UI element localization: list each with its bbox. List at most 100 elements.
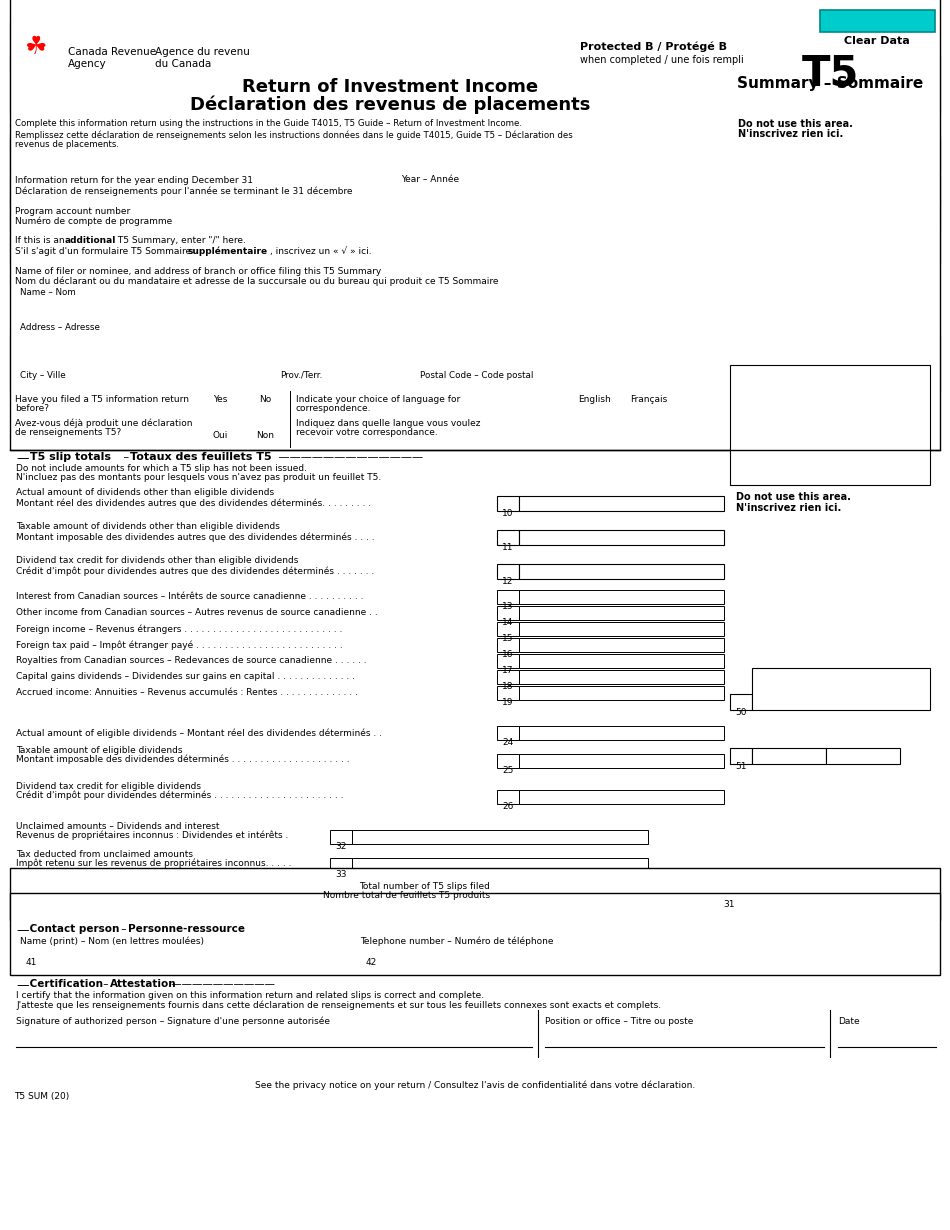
Text: Do not use this area.: Do not use this area. — [738, 119, 853, 129]
Text: Taxable amount of eligible dividends: Taxable amount of eligible dividends — [16, 747, 182, 755]
Text: Position or office – Titre ou poste: Position or office – Titre ou poste — [545, 1017, 694, 1026]
Bar — [497, 686, 519, 700]
Text: Telephone number – Numéro de téléphone: Telephone number – Numéro de téléphone — [360, 937, 554, 947]
Bar — [10, 0, 940, 450]
Bar — [10, 175, 732, 203]
Bar — [740, 888, 930, 902]
Text: Summary – Sommaire: Summary – Sommaire — [737, 76, 923, 91]
Bar — [42, 946, 330, 959]
Bar — [10, 22, 60, 73]
Bar — [497, 565, 519, 579]
Bar — [752, 748, 826, 764]
Text: Total number of T5 slips filed: Total number of T5 slips filed — [359, 882, 490, 891]
Text: Have you filed a T5 information return: Have you filed a T5 information return — [15, 395, 189, 403]
Bar — [519, 654, 724, 668]
Text: No: No — [258, 395, 271, 403]
Bar — [519, 530, 724, 545]
Bar — [330, 830, 352, 844]
Bar — [519, 622, 724, 636]
Bar — [752, 668, 930, 710]
Bar — [382, 946, 670, 959]
Bar — [345, 213, 359, 225]
Text: Return of Investment Income: Return of Investment Income — [242, 77, 538, 96]
Text: T5 slip totals: T5 slip totals — [26, 451, 111, 462]
Text: Name (print) – Nom (en lettres moulées): Name (print) – Nom (en lettres moulées) — [20, 937, 204, 947]
Text: Impôt retenu sur les revenus de propriétaires inconnus. . . . .: Impôt retenu sur les revenus de propriét… — [16, 859, 292, 868]
Text: de renseignements T5?: de renseignements T5? — [15, 428, 122, 437]
Text: S'il s'agit d'un formulaire T5 Sommaire: S'il s'agit d'un formulaire T5 Sommaire — [15, 247, 194, 256]
Text: 41: 41 — [26, 958, 37, 967]
Text: Contact person: Contact person — [26, 924, 120, 934]
Bar — [732, 139, 940, 171]
Text: Taxable amount of dividends other than eligible dividends: Taxable amount of dividends other than e… — [16, 522, 280, 531]
Text: Remplissez cette déclaration de renseignements selon les instructions données da: Remplissez cette déclaration de renseign… — [15, 130, 573, 139]
Text: , inscrivez un « √ » ici.: , inscrivez un « √ » ici. — [270, 247, 371, 256]
Text: Information return for the year ending December 31: Information return for the year ending D… — [15, 176, 253, 184]
Bar — [315, 213, 329, 225]
Bar — [240, 213, 254, 225]
Bar — [462, 177, 479, 191]
Text: Actual amount of dividends other than eligible dividends: Actual amount of dividends other than el… — [16, 488, 275, 497]
Bar — [732, 55, 940, 113]
Bar — [352, 859, 648, 872]
Bar — [10, 335, 732, 391]
Bar — [519, 496, 724, 510]
Bar — [519, 565, 724, 579]
Bar — [270, 213, 284, 225]
Bar — [10, 139, 732, 171]
Text: Dividend tax credit for dividends other than eligible dividends: Dividend tax credit for dividends other … — [16, 556, 298, 565]
Text: Indiquez dans quelle langue vous voulez: Indiquez dans quelle langue vous voulez — [296, 419, 481, 428]
Bar — [20, 320, 710, 335]
Text: T5 Summary, enter "/" here.: T5 Summary, enter "/" here. — [115, 236, 246, 245]
Text: –: – — [100, 979, 112, 989]
Bar — [497, 790, 519, 804]
Bar — [10, 199, 732, 231]
Bar — [444, 177, 461, 191]
Text: before?: before? — [15, 403, 49, 413]
Text: —: — — [16, 924, 28, 937]
Bar — [20, 368, 260, 383]
Bar — [826, 748, 900, 764]
Bar — [255, 213, 269, 225]
Bar — [730, 694, 752, 710]
Text: Actual amount of eligible dividends – Montant réel des dividendes déterminés . .: Actual amount of eligible dividends – Mo… — [16, 728, 382, 738]
Bar — [519, 638, 724, 652]
Text: Français: Français — [630, 395, 667, 403]
Bar — [820, 10, 935, 32]
Bar — [497, 654, 519, 668]
Bar — [497, 590, 519, 604]
Bar — [519, 790, 724, 804]
Text: Tax deducted from unclaimed amounts: Tax deducted from unclaimed amounts — [16, 850, 193, 859]
Text: Totaux des feuillets T5: Totaux des feuillets T5 — [130, 451, 272, 462]
Text: Non: Non — [256, 430, 274, 440]
Text: Interest from Canadian sources – Intérêts de source canadienne . . . . . . . . .: Interest from Canadian sources – Intérêt… — [16, 592, 364, 601]
Bar — [730, 748, 752, 764]
Text: Address – Adresse: Address – Adresse — [20, 323, 100, 332]
Bar — [415, 368, 710, 383]
Text: Name – Nom: Name – Nom — [20, 288, 76, 296]
Bar — [10, 868, 940, 920]
Text: correspondence.: correspondence. — [296, 403, 371, 413]
Text: Crédit d'impôt pour dividendes autres que des dividendes déterminés . . . . . . : Crédit d'impôt pour dividendes autres qu… — [16, 566, 374, 576]
Bar — [408, 177, 425, 191]
Text: Montant réel des dividendes autres que des dividendes déterminés. . . . . . . . : Montant réel des dividendes autres que d… — [16, 498, 371, 508]
Text: English: English — [578, 395, 611, 403]
Bar — [732, 335, 940, 391]
Text: Personne-ressource: Personne-ressource — [128, 924, 245, 934]
Text: Avez-vous déjà produit une déclaration: Avez-vous déjà produit une déclaration — [15, 419, 193, 428]
Text: Indicate your choice of language for: Indicate your choice of language for — [296, 395, 460, 403]
Bar — [519, 590, 724, 604]
Bar — [360, 946, 382, 959]
Text: 26: 26 — [503, 802, 514, 811]
Text: 18: 18 — [503, 681, 514, 691]
Bar — [405, 213, 419, 225]
Bar — [497, 530, 519, 545]
Bar — [278, 368, 396, 383]
Bar — [426, 177, 443, 191]
Bar — [20, 287, 710, 303]
Text: T5 SUM (20): T5 SUM (20) — [14, 1092, 69, 1101]
Text: Other income from Canadian sources – Autres revenus de source canadienne . .: Other income from Canadian sources – Aut… — [16, 608, 378, 617]
Text: –: – — [120, 451, 133, 462]
Text: Déclaration des revenus de placements: Déclaration des revenus de placements — [190, 95, 590, 113]
Text: 17: 17 — [503, 665, 514, 675]
